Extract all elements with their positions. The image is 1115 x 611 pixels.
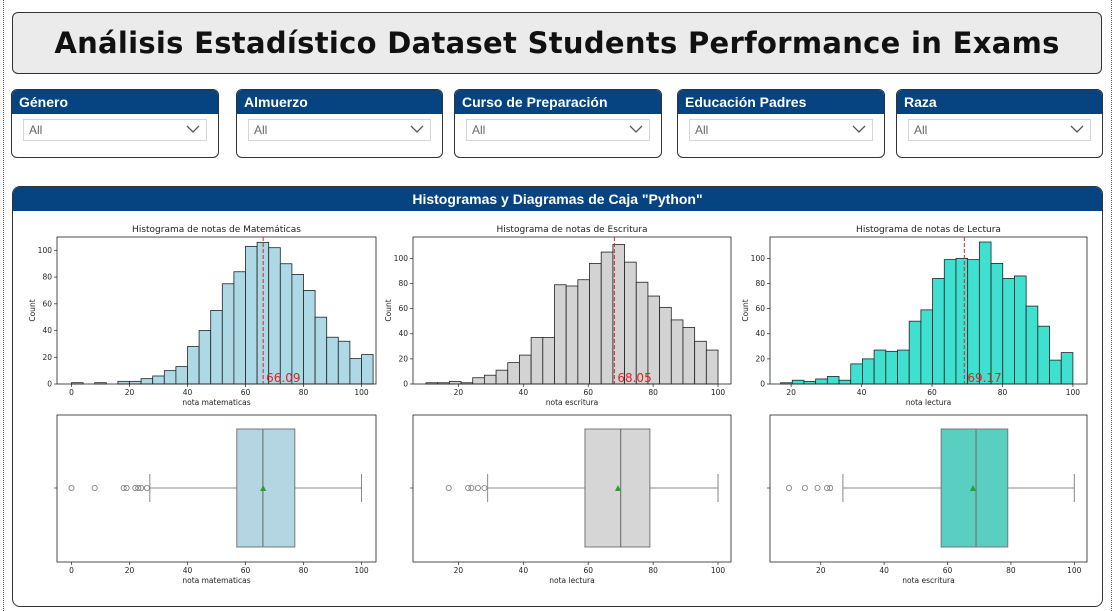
right-dotted-border: [1111, 0, 1113, 611]
slicer-raza: Raza All: [896, 89, 1103, 158]
panel-title: Histogramas y Diagramas de Caja "Python": [13, 187, 1102, 211]
slicer-label: Curso de Preparación: [455, 90, 661, 114]
slicer-value: All: [914, 123, 928, 137]
charts-panel: Histogramas y Diagramas de Caja "Python": [12, 186, 1103, 607]
slicer-dropdown-raza[interactable]: All: [908, 119, 1091, 141]
chevron-down-icon: [410, 125, 424, 133]
slicer-dropdown-almuerzo[interactable]: All: [248, 119, 431, 141]
slicer-curso-preparacion: Curso de Preparación All: [454, 89, 662, 158]
chevron-down-icon: [186, 125, 200, 133]
chevron-down-icon: [629, 125, 643, 133]
slicer-value: All: [695, 123, 709, 137]
slicer-value: All: [254, 123, 268, 137]
slicer-label: Almuerzo: [237, 90, 442, 114]
dashboard-title: Análisis Estadístico Dataset Students Pe…: [54, 26, 1060, 60]
slicer-value: All: [472, 123, 486, 137]
slicer-genero: Género All: [11, 89, 219, 158]
slicer-dropdown-curso[interactable]: All: [466, 119, 650, 141]
chevron-down-icon: [1070, 125, 1084, 133]
slicer-dropdown-educacion[interactable]: All: [689, 119, 873, 141]
slicer-label: Raza: [897, 90, 1102, 114]
slicer-label: Educación Padres: [678, 90, 884, 114]
slicer-label: Género: [12, 90, 218, 114]
slicer-dropdown-genero[interactable]: All: [23, 119, 207, 141]
left-dotted-border: [3, 0, 5, 611]
slicer-almuerzo: Almuerzo All: [236, 89, 443, 158]
slicer-value: All: [29, 123, 43, 137]
slicer-educacion-padres: Educación Padres All: [677, 89, 885, 158]
dashboard-title-box: Análisis Estadístico Dataset Students Pe…: [12, 12, 1102, 74]
chevron-down-icon: [852, 125, 866, 133]
